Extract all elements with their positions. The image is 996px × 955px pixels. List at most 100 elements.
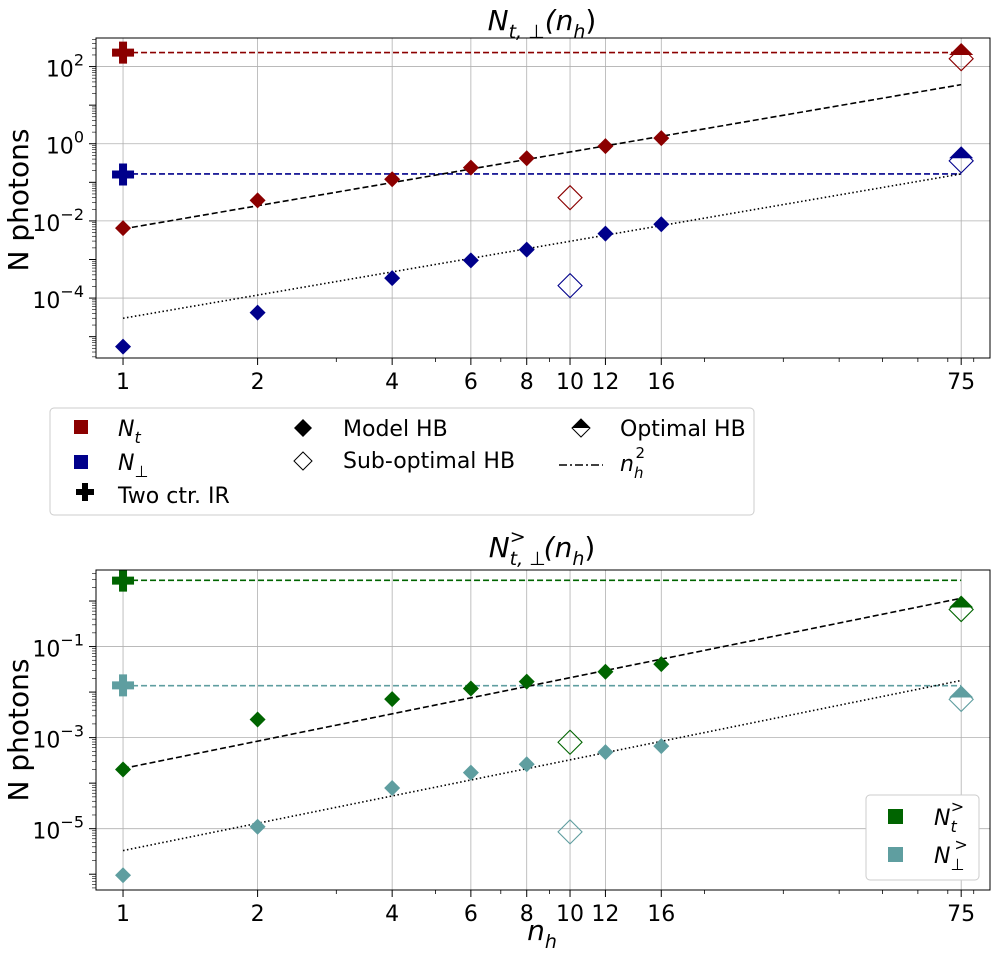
bottom-point-n-sub-optimal-hb bbox=[948, 686, 974, 713]
top-point-n-t-two-ctr-ir bbox=[112, 41, 135, 64]
top-line-n-h-2-fit-n-t bbox=[122, 83, 962, 230]
top-point-n-model-hb bbox=[518, 241, 535, 258]
bottom-chart-title: Nt, ⊥> (nh) bbox=[489, 526, 596, 570]
top-chart-title: Nt, ⊥(nh) bbox=[488, 4, 597, 43]
bottom-point-n-t-model-hb bbox=[462, 680, 479, 697]
legend-optimal-hb-marker-top bbox=[572, 419, 590, 428]
legend-model-hb-label: Model HB bbox=[343, 417, 448, 442]
legend-nperp-gt-swatch bbox=[888, 847, 903, 862]
top-x-tick-label: 16 bbox=[647, 370, 675, 395]
top-x-tick-label: 75 bbox=[947, 370, 975, 395]
bottom-x-tick-label: 8 bbox=[520, 902, 534, 927]
bottom-point-n-model-hb bbox=[249, 818, 266, 835]
top-point-n-model-hb bbox=[115, 338, 132, 355]
bottom-x-tick-label: 16 bbox=[647, 902, 675, 927]
bottom-y-tick-label: 10−1 bbox=[32, 631, 84, 663]
top-markers bbox=[112, 41, 974, 355]
bottom-x-tick-label: 12 bbox=[591, 902, 619, 927]
top-y-tick-label: 100 bbox=[46, 128, 84, 160]
bottom-point-n-model-hb bbox=[115, 867, 132, 884]
bottom-line-n-h-2-fit-n-t- bbox=[122, 597, 962, 770]
top-lines bbox=[122, 51, 962, 320]
legend-nt-gt-label: Nt> bbox=[934, 797, 964, 836]
bottom-point-n-t-model-hb bbox=[249, 711, 266, 728]
bottom-point-n-t-optimal-hb bbox=[949, 595, 974, 608]
top-point-n-model-hb bbox=[384, 270, 401, 287]
bottom-chart-xlabel: nh bbox=[527, 914, 557, 953]
top-point-n-t-model-hb bbox=[597, 138, 614, 155]
legend-nt-swatch bbox=[74, 420, 88, 434]
bottom-y-tick-label: 10−5 bbox=[32, 813, 84, 845]
top-point-n-t-model-hb bbox=[384, 171, 401, 188]
legend-optimal-hb-label: Optimal HB bbox=[620, 417, 746, 442]
bottom-x-tick-label: 6 bbox=[464, 902, 478, 927]
top-x-tick-label: 1 bbox=[116, 370, 130, 395]
legend-nperp-label: N⊥ bbox=[118, 451, 148, 481]
bottom-point-n-t-sub-optimal-hb bbox=[557, 729, 583, 756]
top-point-n-t-model-hb bbox=[518, 150, 535, 167]
top-chart-ylabel: N photons bbox=[2, 129, 35, 272]
bottom-point-n-t-two-ctr-ir bbox=[112, 569, 135, 592]
top-point-n-t-model-hb bbox=[462, 159, 479, 176]
legend-nt-gt-swatch bbox=[888, 809, 903, 824]
top-chart: Nt, ⊥(nh) N photons 1 2 4 6 8 10 12 16 751021001… bbox=[2, 4, 991, 395]
bottom-point-n-t-sub-optimal-hb bbox=[948, 596, 974, 623]
top-y-tick-label: 10−4 bbox=[32, 282, 84, 314]
bottom-point-n-sub-optimal-hb bbox=[557, 819, 583, 845]
bottom-x-tick-label: 10 bbox=[556, 902, 584, 927]
bottom-point-n-model-hb bbox=[518, 756, 535, 773]
bottom-point-n-two-ctr-ir bbox=[112, 674, 135, 697]
top-point-n-t-model-hb bbox=[653, 130, 670, 147]
top-legend-frame bbox=[49, 407, 755, 516]
bottom-point-n-t-model-hb bbox=[115, 761, 132, 778]
bottom-chart: Nt, ⊥> (nh) N photons nh 1 2 4 6 8 10 12 16 7510−… bbox=[2, 526, 991, 953]
top-x-tick-label: 2 bbox=[251, 370, 265, 395]
bottom-x-tick-label: 2 bbox=[251, 902, 265, 927]
legend-suboptimal-hb-marker bbox=[293, 451, 313, 471]
bottom-point-n-model-hb bbox=[653, 738, 670, 755]
top-point-n-optimal-hb bbox=[949, 146, 974, 159]
bottom-y-tick-label: 10−3 bbox=[32, 722, 84, 754]
bottom-point-n-model-hb bbox=[462, 764, 479, 781]
bottom-point-n-optimal-hb bbox=[949, 685, 974, 698]
top-line-n-h-2-fit-n- bbox=[122, 173, 962, 320]
bottom-lines bbox=[122, 579, 962, 852]
top-gridlines bbox=[96, 38, 990, 358]
top-point-n-t-optimal-hb bbox=[949, 42, 974, 55]
legend-plus-marker bbox=[76, 483, 94, 501]
bottom-point-n-t-model-hb bbox=[597, 663, 614, 680]
bottom-point-n-t-model-hb bbox=[518, 673, 535, 690]
legend-two-ctr-label: Two ctr. IR bbox=[117, 484, 230, 509]
top-plot-frame bbox=[95, 37, 991, 359]
bottom-legend: Nt> N⊥> bbox=[865, 794, 980, 881]
legend-nh2-label: nh2 bbox=[620, 444, 645, 482]
top-point-n-model-hb bbox=[249, 304, 266, 321]
top-point-n-t-sub-optimal-hb bbox=[948, 45, 974, 72]
top-point-n-t-model-hb bbox=[115, 220, 132, 237]
top-x-tick-label: 4 bbox=[385, 370, 399, 395]
top-point-n-two-ctr-ir bbox=[112, 163, 135, 186]
bottom-x-tick-label: 4 bbox=[385, 902, 399, 927]
legend-model-hb-marker bbox=[294, 419, 312, 437]
bottom-line-n-h-2-fit-n- bbox=[122, 679, 962, 852]
top-x-tick-label: 6 bbox=[464, 370, 478, 395]
legend-nperp-gt-label: N⊥> bbox=[934, 835, 968, 874]
legend-nperp-swatch bbox=[74, 455, 88, 469]
top-point-n-t-sub-optimal-hb bbox=[557, 184, 583, 211]
top-point-n-sub-optimal-hb bbox=[557, 272, 583, 299]
top-x-tick-label: 8 bbox=[520, 370, 534, 395]
top-point-n-sub-optimal-hb bbox=[948, 148, 974, 174]
bottom-plot-frame bbox=[95, 569, 991, 891]
bottom-x-tick-label: 75 bbox=[947, 902, 975, 927]
top-y-tick-label: 102 bbox=[46, 51, 84, 83]
bottom-markers bbox=[112, 569, 974, 884]
bottom-point-n-model-hb bbox=[597, 744, 614, 761]
legend-nt-label: Nt bbox=[118, 417, 141, 447]
bottom-point-n-model-hb bbox=[384, 780, 401, 797]
bottom-gridlines bbox=[96, 570, 990, 890]
top-legend: Nt N⊥ Two ctr. IR Model HB Sub-optimal H… bbox=[49, 407, 755, 516]
bottom-x-tick-label: 1 bbox=[116, 902, 130, 927]
top-point-n-model-hb bbox=[597, 225, 614, 242]
